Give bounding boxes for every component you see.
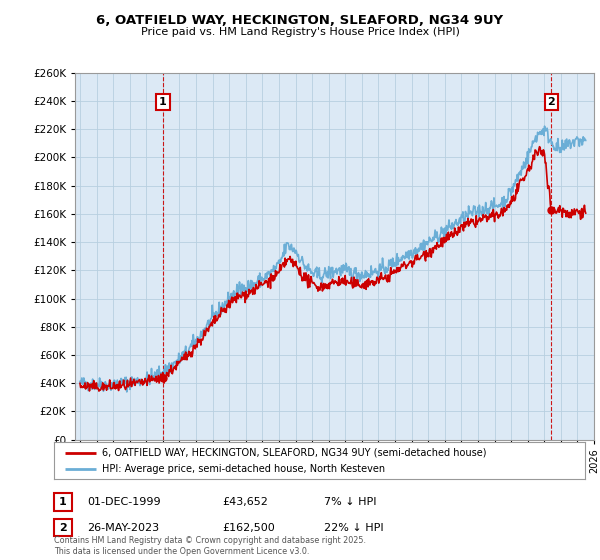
- Text: 26-MAY-2023: 26-MAY-2023: [87, 522, 159, 533]
- Text: £162,500: £162,500: [222, 522, 275, 533]
- Text: 7% ↓ HPI: 7% ↓ HPI: [324, 497, 377, 507]
- Text: £43,652: £43,652: [222, 497, 268, 507]
- Text: 6, OATFIELD WAY, HECKINGTON, SLEAFORD, NG34 9UY (semi-detached house): 6, OATFIELD WAY, HECKINGTON, SLEAFORD, N…: [102, 447, 486, 458]
- Text: 2: 2: [547, 97, 555, 107]
- Text: 1: 1: [59, 497, 67, 507]
- Text: 2: 2: [59, 522, 67, 533]
- Text: 6, OATFIELD WAY, HECKINGTON, SLEAFORD, NG34 9UY: 6, OATFIELD WAY, HECKINGTON, SLEAFORD, N…: [97, 14, 503, 27]
- Text: 01-DEC-1999: 01-DEC-1999: [87, 497, 161, 507]
- Text: Price paid vs. HM Land Registry's House Price Index (HPI): Price paid vs. HM Land Registry's House …: [140, 27, 460, 37]
- Text: HPI: Average price, semi-detached house, North Kesteven: HPI: Average price, semi-detached house,…: [102, 464, 385, 474]
- Text: Contains HM Land Registry data © Crown copyright and database right 2025.
This d: Contains HM Land Registry data © Crown c…: [54, 536, 366, 556]
- Text: 22% ↓ HPI: 22% ↓ HPI: [324, 522, 383, 533]
- Text: 1: 1: [159, 97, 167, 107]
